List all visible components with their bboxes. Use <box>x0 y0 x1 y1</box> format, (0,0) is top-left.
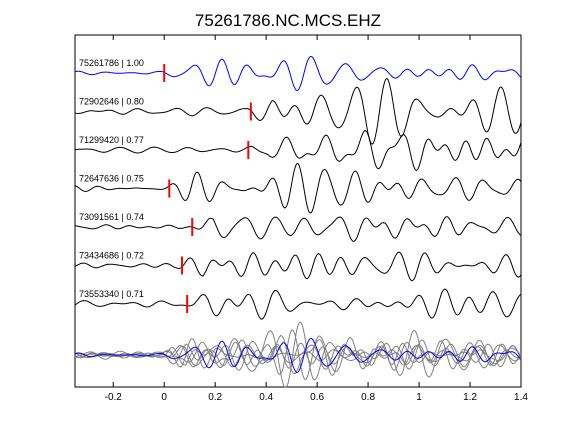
x-tick-label: 1.4 <box>514 392 528 403</box>
trace-label: 71299420 | 0.77 <box>79 135 144 145</box>
stacked-trace <box>74 337 522 374</box>
trace-label: 73091561 | 0.74 <box>79 212 144 222</box>
x-tick-label: -0.2 <box>105 392 123 403</box>
trace-line <box>74 216 522 242</box>
x-tick-label: 0.6 <box>310 392 324 403</box>
stacked-trace <box>74 321 522 389</box>
trace-label: 72647636 | 0.75 <box>79 174 144 184</box>
trace-label: 73434686 | 0.72 <box>79 251 144 261</box>
trace-line <box>74 288 522 320</box>
trace-line <box>74 55 522 92</box>
x-tick-label: 0.2 <box>208 392 222 403</box>
x-tick-label: 1 <box>416 392 422 403</box>
plot-frame <box>74 34 522 388</box>
x-tick-label: 1.2 <box>463 392 477 403</box>
stacked-trace <box>74 335 522 376</box>
x-tick-label: 0 <box>161 392 167 403</box>
trace-label: 72902646 | 0.80 <box>79 97 144 107</box>
stacked-traces <box>74 321 522 389</box>
trace-line <box>74 162 522 214</box>
trace-label: 75261786 | 1.00 <box>79 58 144 68</box>
trace-line <box>74 78 522 145</box>
trace-line <box>74 251 522 282</box>
x-tick-label: 0.4 <box>259 392 273 403</box>
trace-line <box>74 130 522 171</box>
x-tick-label: 0.8 <box>361 392 375 403</box>
chart-title: 75261786.NC.MCS.EHZ <box>195 11 381 30</box>
x-axis: -0.2 0 0.2 0.4 0.6 0.8 1 1.2 1.4 <box>105 35 528 403</box>
trace-label: 73553340 | 0.71 <box>79 289 144 299</box>
traces: 75261786 | 1.00 72902646 | 0.80 71299420 |… <box>74 55 522 320</box>
